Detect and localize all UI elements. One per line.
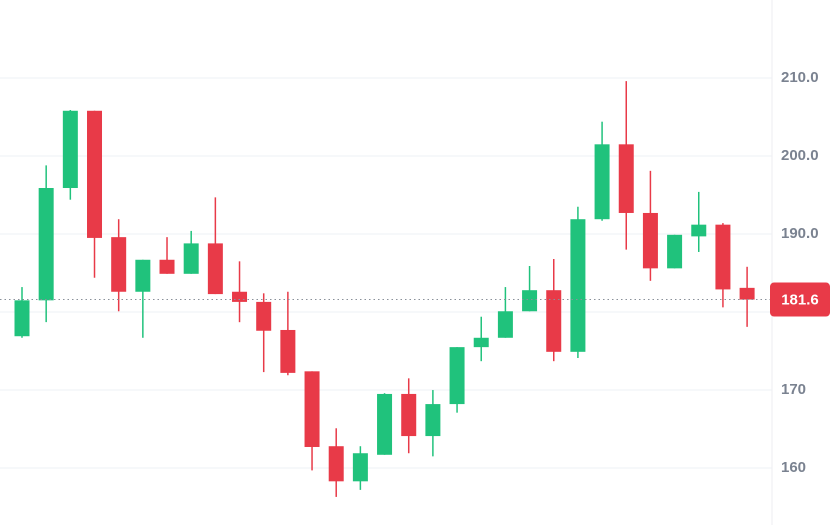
candle-body [183,243,199,274]
candle-body [14,300,30,337]
candle-body [256,301,272,331]
candle-body [642,212,658,269]
last-price-tag [770,282,830,317]
candle-body [111,237,127,292]
candle-body [594,144,610,220]
candle-body [135,259,151,292]
candle-body [87,110,103,238]
candle-body [497,311,513,338]
last-price-label: 181.6 [781,292,819,309]
candle-body [618,144,634,213]
candle-body [280,329,296,373]
candle-body [401,393,417,437]
candle-body [739,287,755,300]
y-tick-label: 190.0 [781,225,819,242]
y-tick-label: 160 [781,459,806,476]
y-tick-label: 210.0 [781,69,819,86]
candle-body [449,347,465,405]
candle-body [425,404,441,437]
candle-body [667,234,683,269]
candle-body [352,453,368,482]
candle-body [62,110,78,189]
candle-body [570,219,586,352]
candle-body [522,290,538,312]
candle-body [377,393,393,455]
candle-body [159,259,175,274]
y-tick-label: 200.0 [781,147,819,164]
candle-body [691,224,707,237]
candle-body [546,290,562,352]
candle-body [473,337,489,348]
candle-body [715,224,731,290]
candle-body [328,446,344,482]
candle-body [207,243,223,295]
candle-body [38,188,54,301]
y-tick-label: 170 [781,381,806,398]
candle-body [304,371,320,447]
candle-body [232,291,248,302]
